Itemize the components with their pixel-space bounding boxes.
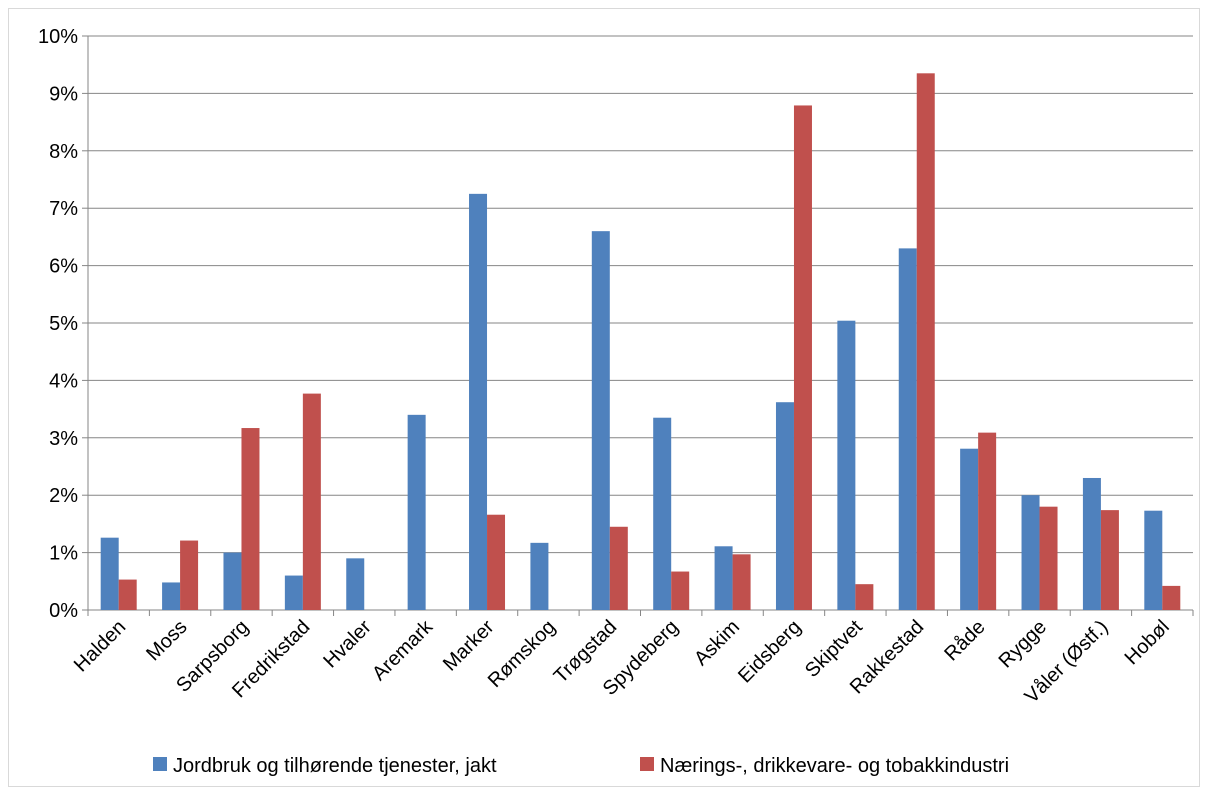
- y-tick-label: 1%: [49, 543, 78, 565]
- bar-naeringsmiddel-12: [855, 584, 874, 610]
- bar-jordbruk-5: [407, 414, 426, 610]
- bar-jordbruk-0: [100, 537, 119, 610]
- bar-naeringsmiddel-15: [1039, 506, 1058, 610]
- bar-jordbruk-11: [775, 402, 794, 610]
- y-tick-label: 5%: [49, 313, 78, 335]
- y-tick-label: 9%: [49, 83, 78, 105]
- bar-naeringsmiddel-17: [1162, 585, 1181, 610]
- bar-naeringsmiddel-13: [916, 73, 935, 610]
- bar-naeringsmiddel-6: [487, 514, 506, 610]
- bar-naeringsmiddel-16: [1100, 510, 1119, 610]
- bar-jordbruk-7: [530, 542, 549, 610]
- x-tick-label: Halden: [70, 616, 130, 676]
- x-tick-label: Rømskog: [484, 616, 560, 692]
- y-tick-label: 10%: [38, 26, 78, 48]
- x-tick-label: Moss: [142, 616, 191, 665]
- x-tick-label: Hobøl: [1121, 616, 1174, 669]
- bar-naeringsmiddel-10: [732, 554, 751, 610]
- y-tick-label: 2%: [49, 485, 78, 507]
- bar-naeringsmiddel-1: [180, 540, 199, 610]
- y-tick-label: 4%: [49, 370, 78, 392]
- legend-label: Nærings-, drikkevare- og tobakkindustri: [660, 755, 1009, 777]
- bar-naeringsmiddel-0: [118, 579, 137, 610]
- bar-jordbruk-15: [1021, 495, 1040, 610]
- axes: [82, 35, 1194, 616]
- y-tick-label: 8%: [49, 141, 78, 163]
- x-tick-label: Askim: [690, 616, 744, 670]
- bar-jordbruk-2: [223, 552, 242, 610]
- bar-jordbruk-13: [898, 248, 917, 610]
- bar-jordbruk-14: [960, 448, 979, 610]
- bar-jordbruk-17: [1144, 510, 1163, 610]
- x-tick-label: Råde: [940, 616, 989, 665]
- bar-naeringsmiddel-2: [241, 428, 260, 610]
- bar-jordbruk-8: [591, 231, 610, 610]
- bar-naeringsmiddel-11: [793, 105, 812, 610]
- bar-naeringsmiddel-14: [978, 432, 997, 610]
- legend: Jordbruk og tilhørende tjenester, jakt Næ…: [153, 755, 1009, 777]
- legend-swatch: [153, 757, 167, 771]
- bar-jordbruk-4: [346, 558, 365, 610]
- bar-jordbruk-1: [162, 582, 181, 610]
- bar-naeringsmiddel-9: [671, 571, 690, 610]
- bar-jordbruk-16: [1082, 477, 1101, 610]
- y-tick-label: 7%: [49, 198, 78, 220]
- x-tick-label: Hvaler: [319, 616, 376, 673]
- bar-jordbruk-6: [469, 193, 488, 610]
- bar-naeringsmiddel-3: [302, 393, 321, 610]
- bar-jordbruk-9: [653, 417, 672, 610]
- bar-jordbruk-12: [837, 320, 856, 610]
- y-tick-label: 0%: [49, 600, 78, 622]
- bar-jordbruk-10: [714, 546, 733, 610]
- y-tick-labels: 0% 1% 2% 3% 4% 5% 6% 7% 8% 9% 10%: [38, 26, 78, 622]
- bars: [100, 73, 1181, 610]
- x-tick-label: Eidsberg: [734, 616, 805, 687]
- x-tick-label: Aremark: [368, 615, 438, 685]
- x-tick-label: Rygge: [995, 616, 1051, 672]
- legend-swatch: [640, 757, 654, 771]
- bar-naeringsmiddel-8: [609, 526, 628, 610]
- legend-label: Jordbruk og tilhørende tjenester, jakt: [173, 755, 497, 777]
- y-tick-label: 3%: [49, 428, 78, 450]
- y-tick-label: 6%: [49, 256, 78, 278]
- x-tick-label: Marker: [439, 616, 499, 676]
- bar-jordbruk-3: [284, 575, 303, 610]
